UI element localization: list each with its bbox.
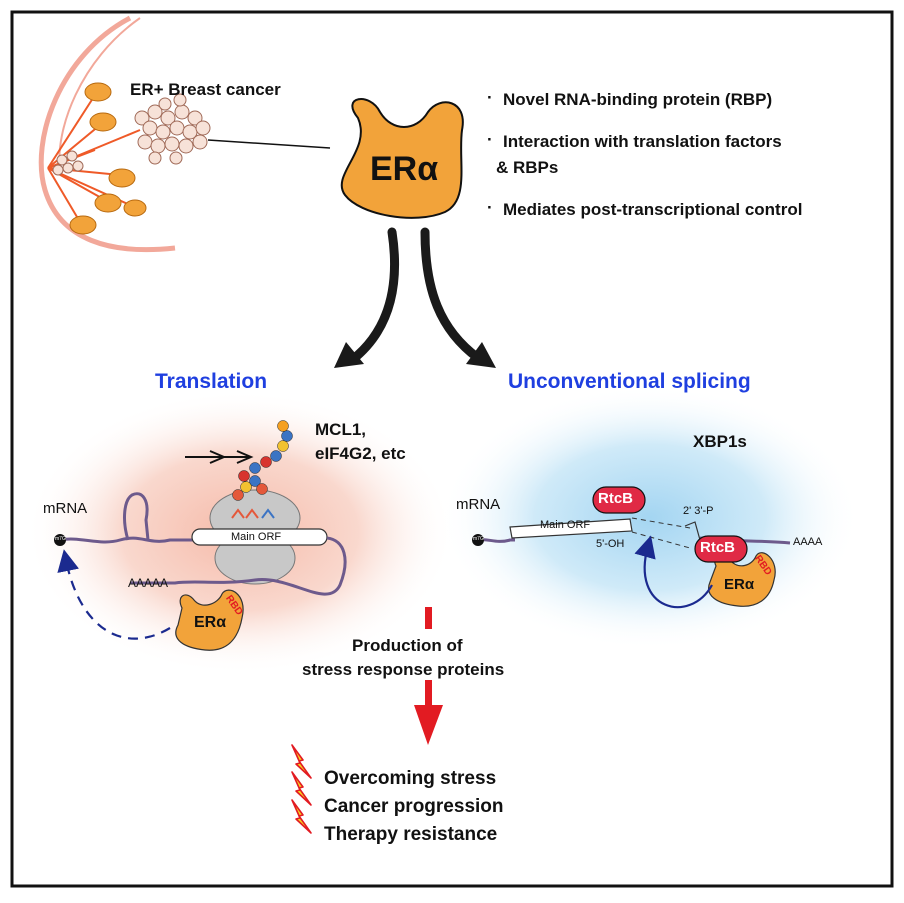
- target-line-2: eIF4G2, etc: [315, 444, 406, 463]
- era-protein-main: [340, 98, 464, 219]
- splicing-panel: [472, 486, 791, 609]
- cap-label-left: m7G: [55, 536, 66, 542]
- era-main-label: ERα: [370, 150, 439, 188]
- outcome-2: Cancer progression: [324, 796, 504, 817]
- xbp1s-label: XBP1s: [693, 432, 747, 451]
- production-arrow: [414, 607, 443, 745]
- splicing-title: Unconventional splicing: [508, 370, 751, 393]
- bullet-dot-2: ·: [487, 130, 493, 149]
- production-line-2: stress response proteins: [302, 660, 505, 679]
- outcome-3: Therapy resistance: [324, 824, 498, 845]
- breast-cancer-label: ER+ Breast cancer: [130, 80, 281, 99]
- polya-label-right: AAAA: [793, 536, 823, 548]
- bullet-dot-3: ·: [487, 198, 493, 217]
- bullet-dot-1: ·: [487, 88, 493, 107]
- rtcb-bottom: [694, 535, 748, 563]
- mrna-label-right: mRNA: [456, 496, 501, 513]
- polya-label-left: AAAAA: [128, 576, 169, 590]
- splicing-glow: [440, 385, 860, 650]
- outcome-1: Overcoming stress: [324, 768, 497, 789]
- split-arrows: [334, 227, 496, 368]
- orf-label-right: Main ORF: [540, 519, 591, 531]
- rtcb-label-top: RtcB: [598, 490, 634, 507]
- orf-bar-right: [509, 518, 633, 539]
- orf-label-left: Main ORF: [231, 531, 282, 543]
- breast-illustration: [38, 15, 331, 253]
- cap-label-right: m7G: [473, 536, 484, 542]
- target-line-1: MCL1,: [315, 420, 366, 439]
- lightning-bolt-icon: [291, 744, 312, 834]
- bullet-2-cont: & RBPs: [496, 158, 559, 177]
- cap-left: [54, 534, 66, 546]
- rtcb-top: [592, 486, 646, 514]
- translation-title: Translation: [155, 370, 268, 393]
- rtcb-label-bottom: RtcB: [700, 539, 736, 556]
- orf-bar-left: [191, 528, 328, 546]
- bullet-3: Mediates post-transcriptional control: [503, 200, 803, 219]
- production-line-1: Production of: [352, 636, 463, 655]
- translation-panel: [54, 420, 347, 651]
- end-3p-label: 2' 3'-P: [683, 505, 714, 517]
- era-label-right: ERα: [724, 576, 755, 593]
- bullet-2: Interaction with translation factors: [503, 132, 782, 151]
- end-5p-label: 5'-OH: [596, 538, 625, 550]
- bullet-1: Novel RNA-binding protein (RBP): [503, 90, 773, 109]
- mrna-label-left: mRNA: [43, 500, 88, 517]
- era-label-left: ERα: [194, 614, 227, 631]
